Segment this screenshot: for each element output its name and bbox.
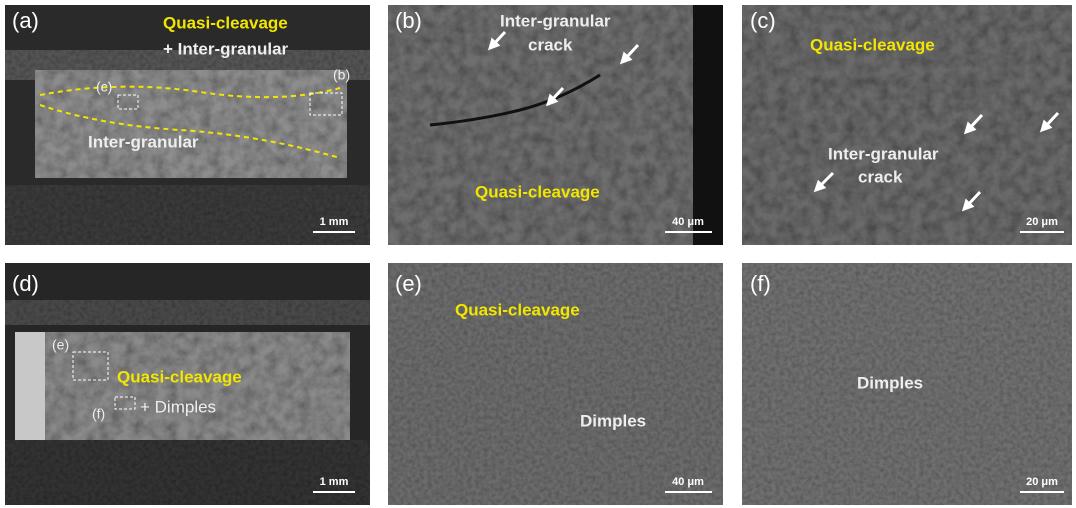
scale-bar: 20 μm bbox=[1026, 216, 1058, 228]
panel-b: (b) Inter-granular crack Quasi-cleavage … bbox=[388, 5, 723, 245]
scale-bar: 40 μm bbox=[672, 476, 704, 488]
annotation: Quasi-cleavage bbox=[810, 35, 935, 54]
panel-label: (a) bbox=[12, 8, 39, 33]
panel-f: (f) Dimples 20 μm bbox=[742, 263, 1072, 505]
annotation: Inter-granular bbox=[828, 144, 939, 163]
panel-e: (e) Quasi-cleavage Dimples 40 μm bbox=[388, 263, 723, 505]
annotation: Inter-granular bbox=[88, 132, 199, 151]
annotation: (e) bbox=[52, 337, 69, 353]
panel-c: (c) Quasi-cleavage Inter-granular crack … bbox=[742, 5, 1072, 245]
annotation: (f) bbox=[92, 406, 105, 422]
panel-label: (d) bbox=[12, 271, 39, 296]
scale-bar: 40 μm bbox=[672, 216, 704, 228]
annotation: Dimples bbox=[580, 411, 646, 430]
scale-bar: 20 μm bbox=[1026, 476, 1058, 488]
panel-a: (a) Quasi-cleavage + Inter-granular (c) … bbox=[5, 5, 370, 245]
annotation: + Inter-granular bbox=[163, 39, 289, 58]
annotation: crack bbox=[528, 35, 573, 54]
annotation: + Dimples bbox=[140, 397, 216, 416]
annotation: Inter-granular bbox=[500, 11, 611, 30]
panel-d: (d) (e) Quasi-cleavage (f) + Dimples 1 m… bbox=[5, 263, 370, 505]
scale-bar: 1 mm bbox=[320, 216, 349, 228]
annotation: Quasi-cleavage bbox=[163, 13, 288, 32]
annotation: Dimples bbox=[857, 373, 923, 392]
annotation: Quasi-cleavage bbox=[117, 367, 242, 386]
annotation: Quasi-cleavage bbox=[475, 182, 600, 201]
panel-label: (b) bbox=[395, 8, 422, 33]
scale-bar: 1 mm bbox=[320, 476, 349, 488]
panel-label: (c) bbox=[750, 8, 776, 33]
annotation: (c) bbox=[96, 79, 112, 95]
panel-label: (f) bbox=[750, 271, 771, 296]
annotation: (b) bbox=[333, 67, 350, 83]
panel-label: (e) bbox=[395, 271, 422, 296]
figure: (a) Quasi-cleavage + Inter-granular (c) … bbox=[0, 0, 1076, 508]
annotation: crack bbox=[858, 167, 903, 186]
annotation: Quasi-cleavage bbox=[455, 300, 580, 319]
